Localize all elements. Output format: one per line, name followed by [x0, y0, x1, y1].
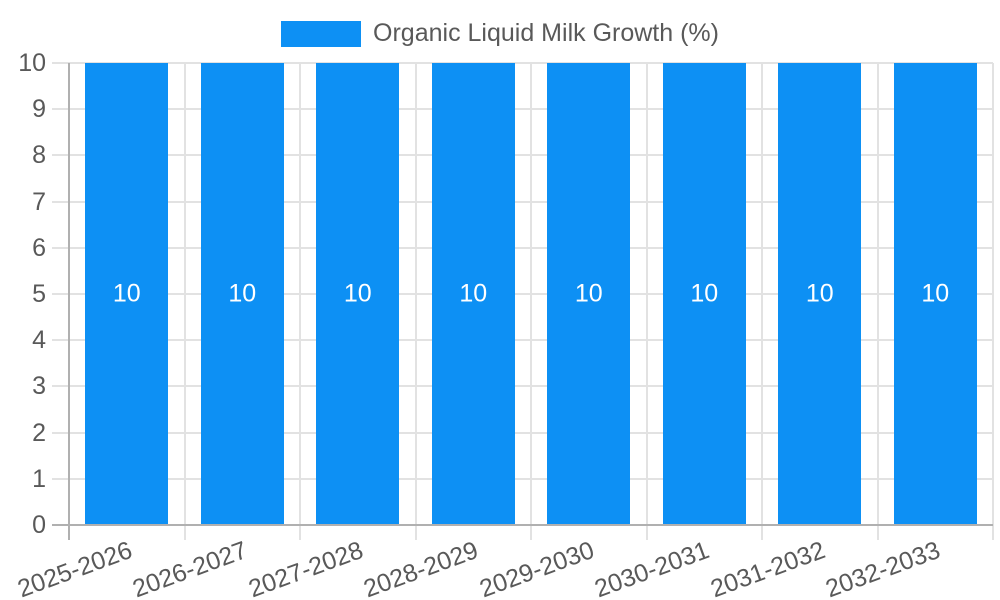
y-axis-line	[68, 63, 70, 540]
h-gridline	[52, 246, 993, 249]
x-tick-label: 2030-2031	[591, 536, 714, 600]
y-tick-label: 8	[32, 141, 46, 170]
v-gridline	[761, 63, 763, 540]
y-tick-label: 0	[32, 511, 46, 539]
y-tick-label: 2	[32, 418, 46, 447]
v-gridline	[183, 63, 186, 540]
v-gridline	[414, 63, 417, 540]
h-gridline	[52, 62, 993, 64]
h-gridline	[52, 200, 993, 203]
bar-value-label: 10	[459, 279, 488, 308]
bar-value-label: 10	[805, 279, 834, 308]
y-tick-label: 9	[32, 95, 46, 124]
x-tick-label: 2032-2033	[822, 536, 945, 600]
legend-swatch-icon	[281, 20, 362, 47]
bar-value-label: 10	[112, 279, 141, 308]
x-tick-label: 2028-2029	[360, 536, 483, 600]
bar-value-label: 10	[574, 279, 603, 308]
x-tick-label: 2029-2030	[475, 536, 598, 600]
legend-label: Organic Liquid Milk Growth (%)	[373, 19, 719, 47]
x-axis-line	[52, 524, 993, 526]
v-gridline	[530, 63, 532, 540]
x-tick-label: 2027-2028	[244, 536, 367, 600]
x-tick-label: 2031-2032	[706, 536, 829, 600]
bar[interactable]: 10	[893, 63, 977, 525]
y-tick-label: 4	[32, 326, 46, 355]
x-tick-label: 2026-2027	[129, 536, 252, 600]
x-tick-label: 2025-2026	[13, 536, 136, 600]
bar-value-label: 10	[921, 279, 950, 308]
bar[interactable]: 10	[662, 63, 746, 525]
y-tick-label: 7	[32, 187, 46, 216]
y-tick-label: 5	[32, 280, 46, 308]
h-gridline	[52, 108, 993, 111]
v-gridline	[645, 63, 648, 540]
bar[interactable]: 10	[85, 63, 169, 525]
bar-value-label: 10	[228, 279, 257, 308]
bar[interactable]: 10	[547, 63, 631, 525]
v-gridline	[299, 63, 301, 540]
bar[interactable]: 10	[316, 63, 400, 525]
bar-value-label: 10	[343, 279, 372, 308]
bar[interactable]: 10	[778, 63, 862, 525]
h-gridline	[52, 154, 993, 157]
plot-area: 10 10 10 10 10 10 10 10	[52, 62, 994, 540]
bar[interactable]: 10	[200, 63, 284, 525]
v-gridline	[876, 63, 879, 540]
h-gridline	[52, 339, 993, 342]
v-gridline	[992, 63, 994, 540]
y-tick-label: 6	[32, 233, 46, 262]
h-gridline	[52, 477, 993, 480]
bar[interactable]: 10	[431, 63, 515, 525]
h-gridline	[52, 293, 993, 295]
bar-value-label: 10	[690, 279, 719, 308]
y-tick-label: 3	[32, 372, 46, 401]
legend[interactable]: Organic Liquid Milk Growth (%)	[0, 19, 1000, 48]
h-gridline	[52, 431, 993, 434]
y-tick-label: 1	[32, 464, 46, 493]
h-gridline	[52, 385, 993, 388]
y-tick-label: 10	[18, 49, 46, 77]
